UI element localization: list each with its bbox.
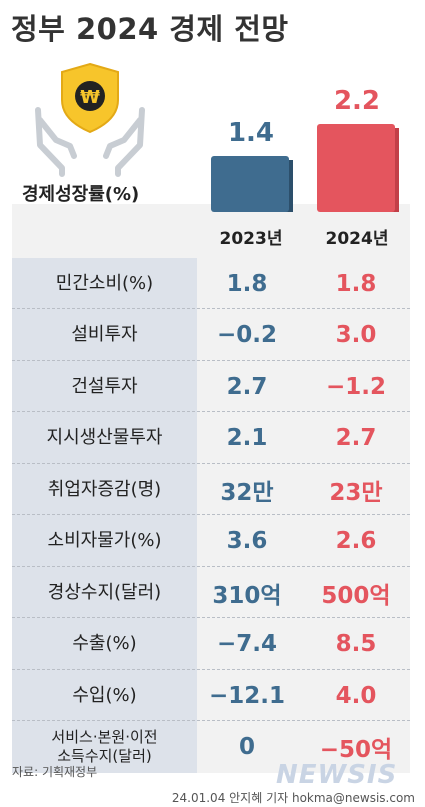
row-divider: [12, 462, 410, 464]
value-2023: −12.1: [208, 682, 286, 709]
value-2024: 8.5: [335, 631, 377, 657]
value-2023: −0.2: [216, 322, 277, 348]
header-2024: 2024년: [325, 229, 389, 249]
value-2024: 3.0: [335, 322, 377, 348]
row-label: 소비자물가(%): [47, 530, 162, 551]
newsis-watermark: NEWSIS: [276, 760, 398, 790]
row-divider: [12, 359, 410, 361]
table-row: 소비자물가(%) 3.6 2.6: [12, 516, 410, 567]
value-2023: 2.1: [226, 425, 268, 451]
row-label: 건설투자: [71, 375, 138, 397]
value-2023: 32만: [220, 479, 274, 506]
value-2023: 1.8: [226, 270, 268, 297]
row-label: 취업자증감(명): [47, 478, 162, 500]
bar-2024년: [317, 124, 395, 212]
value-2024: 2.7: [335, 425, 377, 451]
table-label-column: [12, 258, 197, 773]
table-row: 지시생산물투자 2.1 2.7: [12, 413, 410, 464]
value-2023: 0: [238, 734, 255, 760]
row-label: 경상수지(달러): [47, 581, 162, 603]
table-row: 수출(%) −7.4 8.5: [12, 619, 410, 670]
row-divider: [12, 668, 410, 670]
row-label: 민간소비(%): [55, 272, 154, 294]
row-divider: [12, 617, 410, 618]
value-2024: 500억: [321, 582, 391, 609]
table-row: 설비투자 −0.2 3.0: [12, 310, 410, 361]
bar-value-label: 2.2: [333, 86, 381, 116]
value-2024: −50억: [319, 737, 393, 763]
value-2024: 23만: [329, 479, 383, 506]
table-row: 취업자증감(명) 32만 23만: [12, 464, 410, 515]
row-label: 서비스·본원·이전 소득수지(달러): [51, 728, 158, 765]
header-2023: 2023년: [219, 229, 283, 249]
row-label: 수입(%): [72, 684, 137, 706]
row-label: 설비투자: [71, 324, 138, 345]
table-row: 경상수지(달러) 310억 500억: [12, 567, 410, 618]
value-2024: −1.2: [325, 373, 386, 400]
value-2023: −7.4: [216, 631, 277, 657]
value-2024: 1.8: [335, 270, 377, 297]
table-row: 건설투자 2.7 −1.2: [12, 361, 410, 412]
won-shield-hands-icon: ₩: [35, 62, 145, 177]
page-title: 정부 2024 경제 전망: [11, 12, 289, 46]
table-row: 서비스·본원·이전 소득수지(달러) 0 −50억: [12, 722, 410, 773]
value-2023: 2.7: [226, 373, 268, 400]
row-divider: [12, 565, 410, 567]
row-divider: [12, 720, 410, 721]
row-divider: [12, 514, 410, 515]
row-label: 수출(%): [72, 633, 137, 654]
value-2023: 310억: [212, 582, 282, 609]
value-2024: 4.0: [335, 682, 377, 709]
value-2023: 3.6: [226, 528, 268, 554]
bar-value-label: 1.4: [227, 118, 275, 148]
gdp-growth-label: 경제성장률(%): [22, 184, 140, 205]
row-divider: [12, 411, 410, 412]
table-row: 민간소비(%) 1.8 1.8: [12, 258, 410, 309]
row-label: 지시생산물투자: [46, 427, 163, 448]
credit-text: 24.01.04 안지혜 기자 hokma@newsis.com: [171, 791, 415, 805]
bar-2023년: [211, 156, 289, 212]
row-divider: [12, 308, 410, 309]
svg-text:₩: ₩: [80, 87, 100, 108]
table-row: 수입(%) −12.1 4.0: [12, 670, 410, 721]
source-text: 자료: 기획재정부: [12, 765, 98, 779]
value-2024: 2.6: [335, 528, 377, 554]
